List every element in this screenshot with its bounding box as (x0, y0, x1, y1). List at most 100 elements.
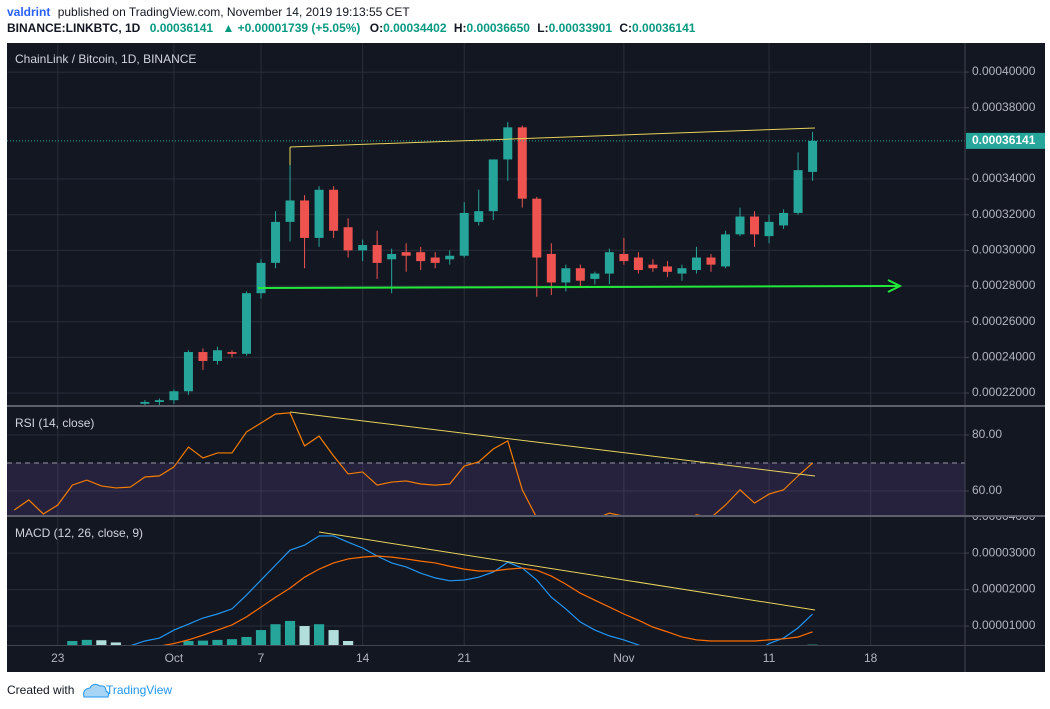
pane-title: MACD (12, 26, close, 9) (15, 526, 143, 540)
brand[interactable]: TradingView (106, 683, 172, 697)
header-line-2: BINANCE:LINKBTC, 1D 0.00036141 ▲ +0.0000… (7, 21, 696, 35)
y-tick-label: 0.00026000 (972, 314, 1036, 328)
pane-axis: 0.00001000 0.00002000 0.00003000 0.00004000 (965, 509, 1036, 632)
macd-line (130, 535, 814, 645)
rsi-line (13, 412, 813, 515)
candle-body (546, 253, 556, 283)
x-tick-label: Nov (613, 651, 634, 665)
candle-body (343, 227, 353, 251)
ohlc-value: 0.00034402 (383, 21, 447, 35)
candle-body (271, 221, 281, 263)
y-tick-label: 60.00 (972, 483, 1002, 497)
candle-body (750, 216, 760, 235)
histogram-bar (284, 620, 296, 645)
candle-body (242, 293, 251, 354)
candle-body (488, 159, 498, 212)
histogram-bar (255, 630, 267, 645)
candle-body (808, 140, 818, 172)
price: 0.00036141 (150, 21, 214, 35)
symbol: BINANCE:LINKBTC, 1D (7, 21, 141, 35)
trend-line[interactable] (289, 127, 816, 148)
candle-body (183, 352, 193, 392)
pane-plot (7, 412, 965, 515)
last-price-label: 0.00036141 (972, 133, 1036, 147)
candle-body (198, 352, 208, 361)
logo (83, 683, 110, 698)
y-tick-label: 0.00038000 (972, 100, 1036, 114)
ohlc-label: H: (454, 21, 467, 35)
candle-body (590, 273, 600, 279)
x-tick-label: 14 (356, 651, 370, 665)
candle-body (474, 211, 484, 222)
x-tick-label: 11 (763, 651, 776, 665)
candle-body (387, 253, 397, 260)
y-tick-label: 0.00004000 (972, 509, 1036, 523)
histogram-bar (183, 640, 194, 645)
y-tick-label: 0.00040000 (972, 64, 1036, 78)
pane-plot (7, 71, 965, 405)
candle-body (662, 266, 672, 272)
candle-body (372, 245, 382, 263)
x-tick-label: 21 (458, 651, 472, 665)
candle-body (532, 198, 542, 258)
ohlc-label: O: (370, 21, 383, 35)
ohlc-value: 0.00033901 (549, 21, 613, 35)
x-tick-label: 23 (51, 651, 65, 665)
candle-body (227, 352, 237, 354)
candle-body (677, 268, 687, 274)
y-tick-label: 0.00028000 (972, 278, 1036, 292)
candle-body (169, 391, 179, 401)
y-tick-label: 0.00003000 (972, 545, 1036, 559)
candle-body (503, 127, 513, 160)
ohlc-label: L: (537, 21, 548, 35)
histogram-bar (241, 636, 252, 645)
histogram-bar (299, 626, 310, 645)
frame (7, 43, 1045, 672)
ohlc-value: 0.00036141 (632, 21, 696, 35)
candle-body (212, 350, 222, 361)
candle-body (648, 264, 658, 269)
x-tick-label: 7 (258, 651, 265, 665)
macd-trend-line[interactable] (318, 531, 816, 611)
candle-body (575, 268, 585, 281)
macd-line (162, 555, 813, 645)
candle-body (706, 257, 716, 265)
candle-body (793, 170, 803, 213)
histogram-bar (110, 642, 121, 645)
candle-body (764, 221, 774, 237)
author[interactable]: valdrint (7, 5, 50, 19)
histogram-bar (81, 639, 92, 645)
candle-body (300, 200, 310, 238)
pane-axis: 0.00022000 0.00024000 0.00026000 0.00028000… (965, 64, 1045, 399)
candle-body (358, 245, 368, 251)
candle-body (140, 401, 150, 404)
candle-body (445, 255, 455, 260)
candle-body (416, 252, 426, 262)
rsi-trend-line[interactable] (289, 411, 816, 477)
histogram-bar (328, 630, 339, 645)
candle-body (256, 262, 266, 294)
header-line-1: valdrint published on TradingView.com, N… (7, 5, 410, 19)
histogram-bar (226, 639, 238, 645)
candle-body (691, 257, 701, 271)
histogram-bar (212, 639, 223, 645)
candle-body (285, 200, 295, 222)
histogram-bar (67, 640, 78, 645)
histogram-bar (270, 624, 281, 645)
pane-plot (7, 517, 965, 645)
y-tick-label: 0.00002000 (972, 582, 1036, 596)
created-with: Created with (7, 683, 74, 697)
x-tick-label: 18 (864, 651, 878, 665)
drawings (257, 127, 903, 611)
support-arrow[interactable] (257, 285, 899, 289)
pane-title: ChainLink / Bitcoin, 1D, BINANCE (15, 52, 196, 66)
candle-body (401, 252, 411, 256)
ohlc-value: 0.00036650 (467, 21, 531, 35)
candle-body (314, 189, 324, 238)
histogram-bar (313, 624, 325, 645)
candle-body (430, 257, 440, 263)
published: published on TradingView.com, November 1… (58, 5, 411, 19)
change: ▲ +0.00001739 (+5.05%) (222, 21, 360, 35)
histogram-bar (807, 644, 818, 645)
